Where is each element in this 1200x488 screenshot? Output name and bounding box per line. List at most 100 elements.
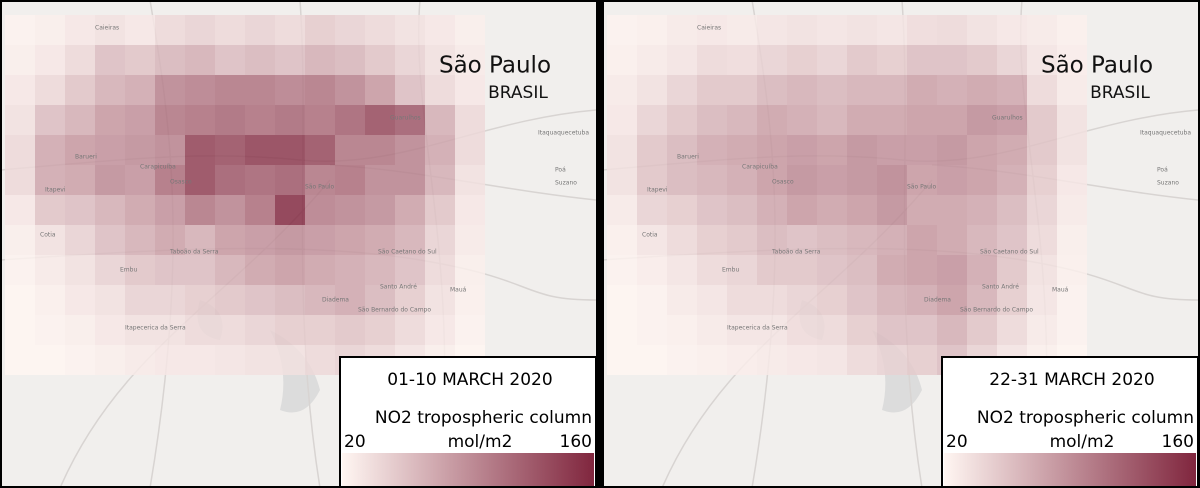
no2-cell: [907, 45, 937, 75]
no2-cell: [155, 315, 185, 345]
no2-cell: [697, 75, 727, 105]
city-label: Cotia: [40, 232, 56, 239]
no2-cell: [967, 45, 997, 75]
no2-cell: [185, 315, 215, 345]
no2-cell: [35, 255, 65, 285]
no2-cell: [395, 165, 425, 195]
no2-cell: [607, 105, 637, 135]
no2-cell: [155, 285, 185, 315]
city-label: Taboão da Serra: [771, 249, 821, 256]
no2-cell: [365, 315, 395, 345]
no2-cell: [937, 195, 967, 225]
no2-cell: [757, 105, 787, 135]
place-name: São Paulo: [1041, 53, 1153, 79]
city-label: Embu: [722, 267, 739, 274]
no2-cell: [937, 105, 967, 135]
no2-cell: [667, 315, 697, 345]
no2-cell: [1027, 75, 1057, 105]
no2-cell: [847, 345, 877, 375]
no2-cell: [937, 135, 967, 165]
map-panel: Barueri Carapicuíba Osasco Itapevi Cotia Embu…: [2, 2, 596, 486]
no2-cell: [95, 165, 125, 195]
no2-cell: [1057, 285, 1087, 315]
no2-cell: [365, 165, 395, 195]
no2-cell: [817, 255, 847, 285]
no2-cell: [1057, 165, 1087, 195]
no2-cell: [125, 165, 155, 195]
no2-cell: [607, 165, 637, 195]
no2-cell: [787, 75, 817, 105]
no2-cell: [5, 135, 35, 165]
no2-cell: [847, 75, 877, 105]
city-label: Embu: [120, 267, 137, 274]
no2-cell: [155, 255, 185, 285]
no2-cell: [395, 315, 425, 345]
city-label: Mauá: [450, 287, 467, 294]
legend-title: NO2 tropospheric column: [977, 408, 1194, 428]
no2-cell: [5, 315, 35, 345]
no2-cell: [727, 195, 757, 225]
no2-cell: [35, 345, 65, 375]
no2-cell: [35, 315, 65, 345]
no2-cell: [305, 255, 335, 285]
no2-cell: [997, 45, 1027, 75]
no2-cell: [697, 15, 727, 45]
no2-cell: [335, 225, 365, 255]
no2-cell: [305, 165, 335, 195]
city-label: São Caetano do Sul: [378, 249, 437, 256]
no2-cell: [365, 105, 395, 135]
no2-cell: [455, 105, 485, 135]
no2-cell: [5, 195, 35, 225]
no2-cell: [967, 315, 997, 345]
no2-cell: [155, 165, 185, 195]
no2-cell: [425, 75, 455, 105]
no2-cell: [65, 195, 95, 225]
no2-cell: [5, 345, 35, 375]
no2-cell: [667, 225, 697, 255]
city-label: Carapicuíba: [742, 164, 778, 171]
no2-cell: [937, 15, 967, 45]
no2-cell: [245, 45, 275, 75]
no2-cell: [667, 105, 697, 135]
no2-cell: [937, 315, 967, 345]
city-label: Santo André: [380, 284, 417, 291]
no2-cell: [817, 315, 847, 345]
no2-cell: [95, 345, 125, 375]
no2-cell: [245, 225, 275, 255]
city-label: Itapevi: [45, 187, 66, 194]
no2-cell: [817, 105, 847, 135]
no2-cell: [215, 15, 245, 45]
no2-cell: [95, 45, 125, 75]
no2-cell: [155, 45, 185, 75]
no2-cell: [907, 315, 937, 345]
no2-cell: [907, 255, 937, 285]
no2-cell: [1057, 225, 1087, 255]
no2-cell: [125, 135, 155, 165]
no2-cell: [607, 45, 637, 75]
no2-cell: [185, 285, 215, 315]
no2-cell: [967, 135, 997, 165]
place-name: São Paulo: [439, 53, 551, 79]
no2-cell: [637, 225, 667, 255]
no2-cell: [787, 255, 817, 285]
no2-cell: [997, 105, 1027, 135]
no2-cell: [847, 105, 877, 135]
no2-cell: [787, 15, 817, 45]
no2-cell: [395, 105, 425, 135]
legend-title: NO2 tropospheric column: [375, 408, 592, 428]
no2-cell: [365, 285, 395, 315]
city-label: Caieiras: [95, 25, 119, 32]
no2-cell: [877, 165, 907, 195]
no2-cell: [95, 15, 125, 45]
city-label: Poá: [1157, 167, 1168, 174]
no2-cell: [335, 15, 365, 45]
no2-cell: [757, 345, 787, 375]
no2-cell: [1057, 105, 1087, 135]
no2-cell: [305, 315, 335, 345]
period-label: 22-31 MARCH 2020: [989, 370, 1154, 390]
no2-cell: [275, 105, 305, 135]
no2-cell: [697, 45, 727, 75]
no2-cell: [607, 195, 637, 225]
city-label: Itapecerica da Serra: [727, 325, 788, 332]
no2-cell: [997, 225, 1027, 255]
